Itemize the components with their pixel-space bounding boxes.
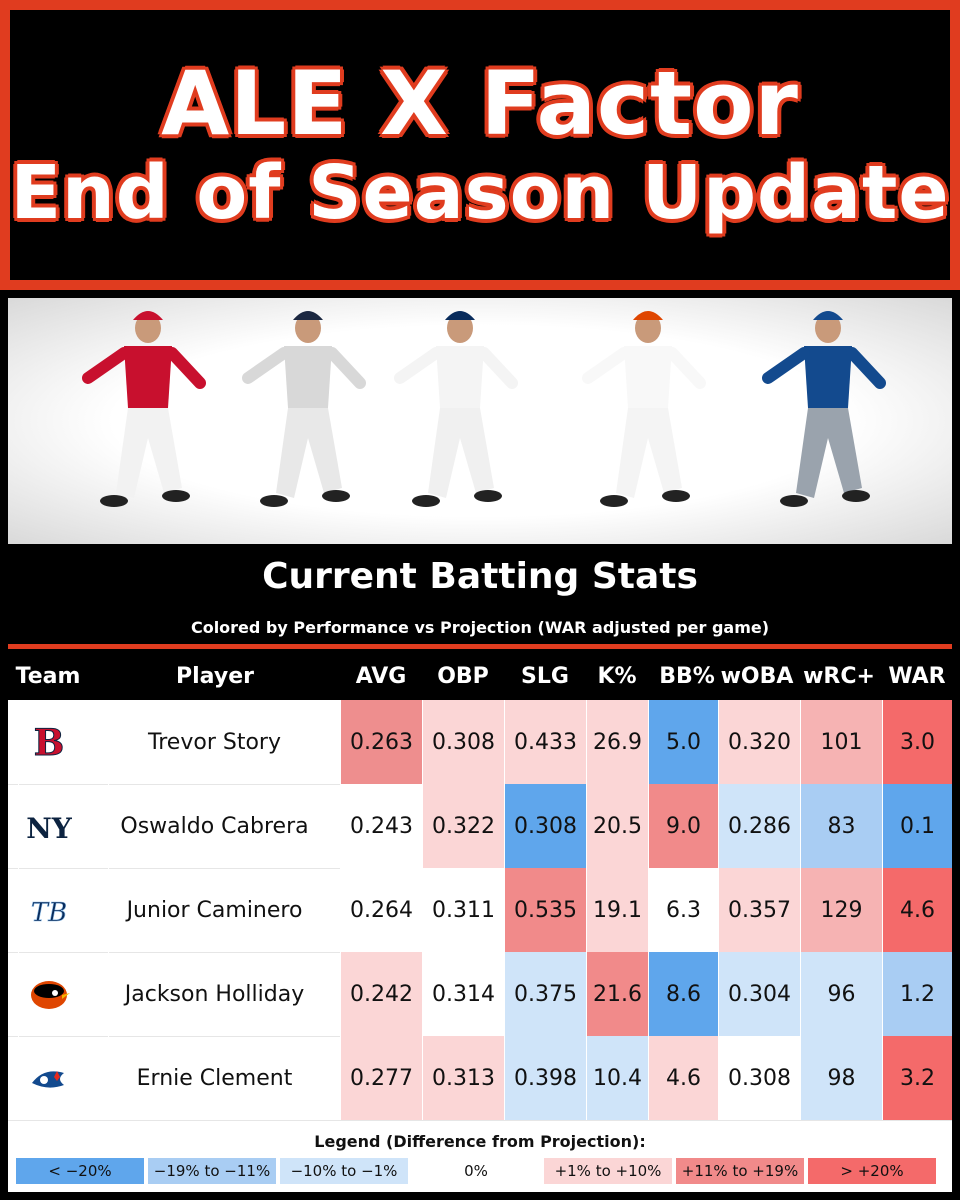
- player-name: Jackson Holliday: [108, 952, 320, 1036]
- red-sox-logo: B: [33, 722, 64, 765]
- legend-title: Legend (Difference from Projection):: [314, 1132, 646, 1151]
- stat-k-pct: 21.6: [586, 952, 648, 1036]
- player-photo-5: [762, 311, 886, 507]
- legend-item: 0%: [412, 1158, 540, 1184]
- legend-item: > +20%: [808, 1158, 936, 1184]
- svg-text:NY: NY: [26, 812, 73, 845]
- stat-slg: 0.375: [504, 952, 586, 1036]
- title-line-2: End of Season Update: [10, 149, 950, 236]
- stats-table: B Trevor Story 0.263 0.308 0.433 26.9 5.0 0.320…: [8, 700, 952, 1124]
- header-player: Player: [176, 663, 254, 689]
- stat-wrc-plus: 96: [800, 952, 882, 1036]
- legend: Legend (Difference from Projection): < −…: [8, 1124, 952, 1192]
- stat-wrc-plus: 101: [800, 700, 882, 784]
- stat-wrc-plus: 98: [800, 1036, 882, 1120]
- legend-item: +11% to +19%: [676, 1158, 804, 1184]
- header-team: Team: [15, 663, 81, 689]
- svg-text:TB: TB: [30, 898, 66, 928]
- stat-war: 4.6: [882, 868, 952, 952]
- divider: [8, 644, 952, 649]
- stat-obp: 0.308: [422, 700, 504, 784]
- player-photo-4: [582, 311, 706, 507]
- header-obp: OBP: [437, 663, 489, 689]
- table-row: NY Oswaldo Cabrera 0.243 0.322 0.308 20.5 9.0 0…: [8, 784, 952, 869]
- title-frame: ALE X Factor End of Season Update: [0, 0, 960, 290]
- stat-obp: 0.311: [422, 868, 504, 952]
- stat-bb-pct: 6.3: [648, 868, 718, 952]
- header-bb-pct: BB%: [659, 663, 715, 689]
- stat-war: 1.2: [882, 952, 952, 1036]
- header-woba: wOBA: [720, 663, 794, 689]
- title-panel: ALE X Factor End of Season Update: [10, 10, 950, 280]
- svg-text:B: B: [33, 722, 63, 764]
- stat-bb-pct: 4.6: [648, 1036, 718, 1120]
- stat-woba: 0.304: [718, 952, 800, 1036]
- rays-logo: TB: [30, 898, 67, 929]
- stat-avg: 0.243: [340, 784, 422, 868]
- stat-woba: 0.286: [718, 784, 800, 868]
- stat-war: 3.2: [882, 1036, 952, 1120]
- stat-slg: 0.308: [504, 784, 586, 868]
- stat-obp: 0.313: [422, 1036, 504, 1120]
- blue-jays-logo: [31, 1071, 64, 1088]
- legend-item: +1% to +10%: [544, 1158, 672, 1184]
- section-caption: Colored by Performance vs Projection (WA…: [190, 618, 770, 637]
- table-header: Team Player AVG OBP SLG K% BB% wOBA wRC+…: [0, 654, 960, 698]
- stat-obp: 0.322: [422, 784, 504, 868]
- player-name: Trevor Story: [108, 700, 320, 784]
- stat-woba: 0.320: [718, 700, 800, 784]
- stat-slg: 0.535: [504, 868, 586, 952]
- player-photo-2: [242, 311, 366, 507]
- stat-avg: 0.264: [340, 868, 422, 952]
- stat-bb-pct: 8.6: [648, 952, 718, 1036]
- stat-k-pct: 19.1: [586, 868, 648, 952]
- team-cell: [18, 952, 78, 1036]
- stat-war: 0.1: [882, 784, 952, 868]
- stat-avg: 0.277: [340, 1036, 422, 1120]
- player-photos: [82, 311, 886, 507]
- stat-slg: 0.433: [504, 700, 586, 784]
- header-slg: SLG: [521, 663, 569, 689]
- stat-woba: 0.308: [718, 1036, 800, 1120]
- stat-war: 3.0: [882, 700, 952, 784]
- team-cell: [18, 1036, 78, 1120]
- stat-k-pct: 10.4: [586, 1036, 648, 1120]
- table-row: TB Junior Caminero 0.264 0.311 0.535 19.1 6.3 0…: [8, 868, 952, 953]
- team-cell: NY: [18, 784, 78, 868]
- stat-k-pct: 26.9: [586, 700, 648, 784]
- player-name: Ernie Clement: [108, 1036, 320, 1120]
- player-name: Junior Caminero: [108, 868, 320, 952]
- stat-k-pct: 20.5: [586, 784, 648, 868]
- stat-wrc-plus: 83: [800, 784, 882, 868]
- table-row: B Trevor Story 0.263 0.308 0.433 26.9 5.0 0.320…: [8, 700, 952, 785]
- yankees-logo: NY: [26, 812, 73, 845]
- legend-item: < −20%: [16, 1158, 144, 1184]
- header-wrc-plus: wRC+: [803, 663, 875, 689]
- stat-slg: 0.398: [504, 1036, 586, 1120]
- stat-woba: 0.357: [718, 868, 800, 952]
- player-photo-1: [82, 311, 206, 507]
- stat-bb-pct: 5.0: [648, 700, 718, 784]
- legend-item: −10% to −1%: [280, 1158, 408, 1184]
- table-row: Jackson Holliday 0.242 0.314 0.375 21.6 8.6 0.…: [8, 952, 952, 1037]
- orioles-logo: [30, 981, 70, 1009]
- header-avg: AVG: [355, 663, 407, 689]
- table-row: Ernie Clement 0.277 0.313 0.398 10.4 4.6 0.308…: [8, 1036, 952, 1121]
- stat-wrc-plus: 129: [800, 868, 882, 952]
- team-cell: B: [18, 700, 78, 784]
- header-k-pct: K%: [597, 663, 637, 689]
- stat-avg: 0.242: [340, 952, 422, 1036]
- player-photo-banner: [8, 298, 952, 544]
- player-photo-3: [394, 311, 518, 507]
- stat-avg: 0.263: [340, 700, 422, 784]
- title-line-1: ALE X Factor: [161, 51, 799, 155]
- stat-bb-pct: 9.0: [648, 784, 718, 868]
- section-title: Current Batting Stats: [262, 556, 698, 597]
- team-cell: TB: [18, 868, 78, 952]
- player-name: Oswaldo Cabrera: [108, 784, 320, 868]
- legend-item: −19% to −11%: [148, 1158, 276, 1184]
- stat-obp: 0.314: [422, 952, 504, 1036]
- header-war: WAR: [888, 663, 946, 689]
